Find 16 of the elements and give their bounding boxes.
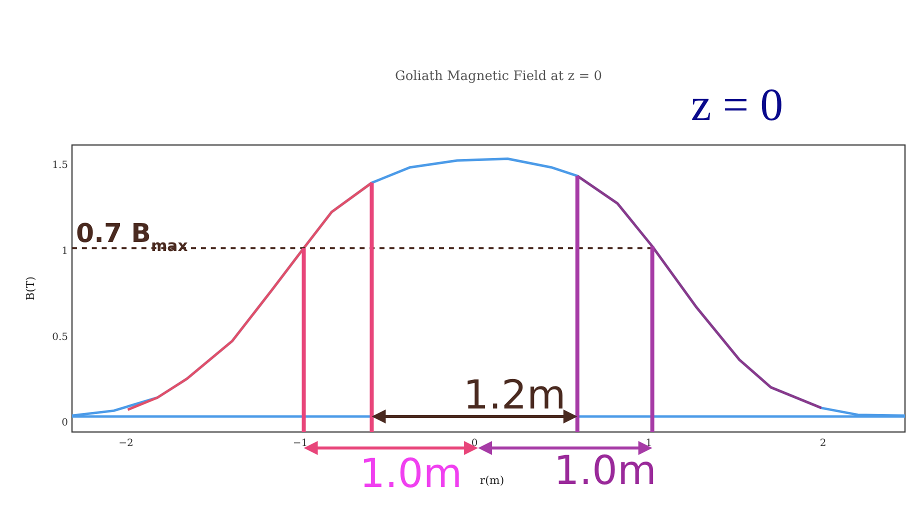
- text: 1.0m: [360, 451, 462, 497]
- x-tick-label: −2: [118, 438, 134, 449]
- annotation: 1.2m: [463, 372, 566, 419]
- y-tick-label: 1.5: [52, 160, 68, 171]
- text: z = 0: [690, 79, 784, 130]
- x-tick-label: −1: [292, 438, 308, 449]
- y-tick-label: 1: [62, 246, 68, 257]
- x-tick-label: 2: [820, 438, 826, 449]
- chart-title: Goliath Magnetic Field at z = 0: [394, 69, 602, 84]
- x-axis-title: r(m): [480, 474, 504, 487]
- y-axis-title: B(T): [24, 276, 37, 301]
- y-tick-label: 0.5: [52, 332, 68, 343]
- x-tick-label: 1: [646, 438, 652, 449]
- x-tick-label: 0: [471, 438, 478, 449]
- y-tick-label: 0: [62, 418, 68, 429]
- text: 1.0m: [554, 448, 656, 494]
